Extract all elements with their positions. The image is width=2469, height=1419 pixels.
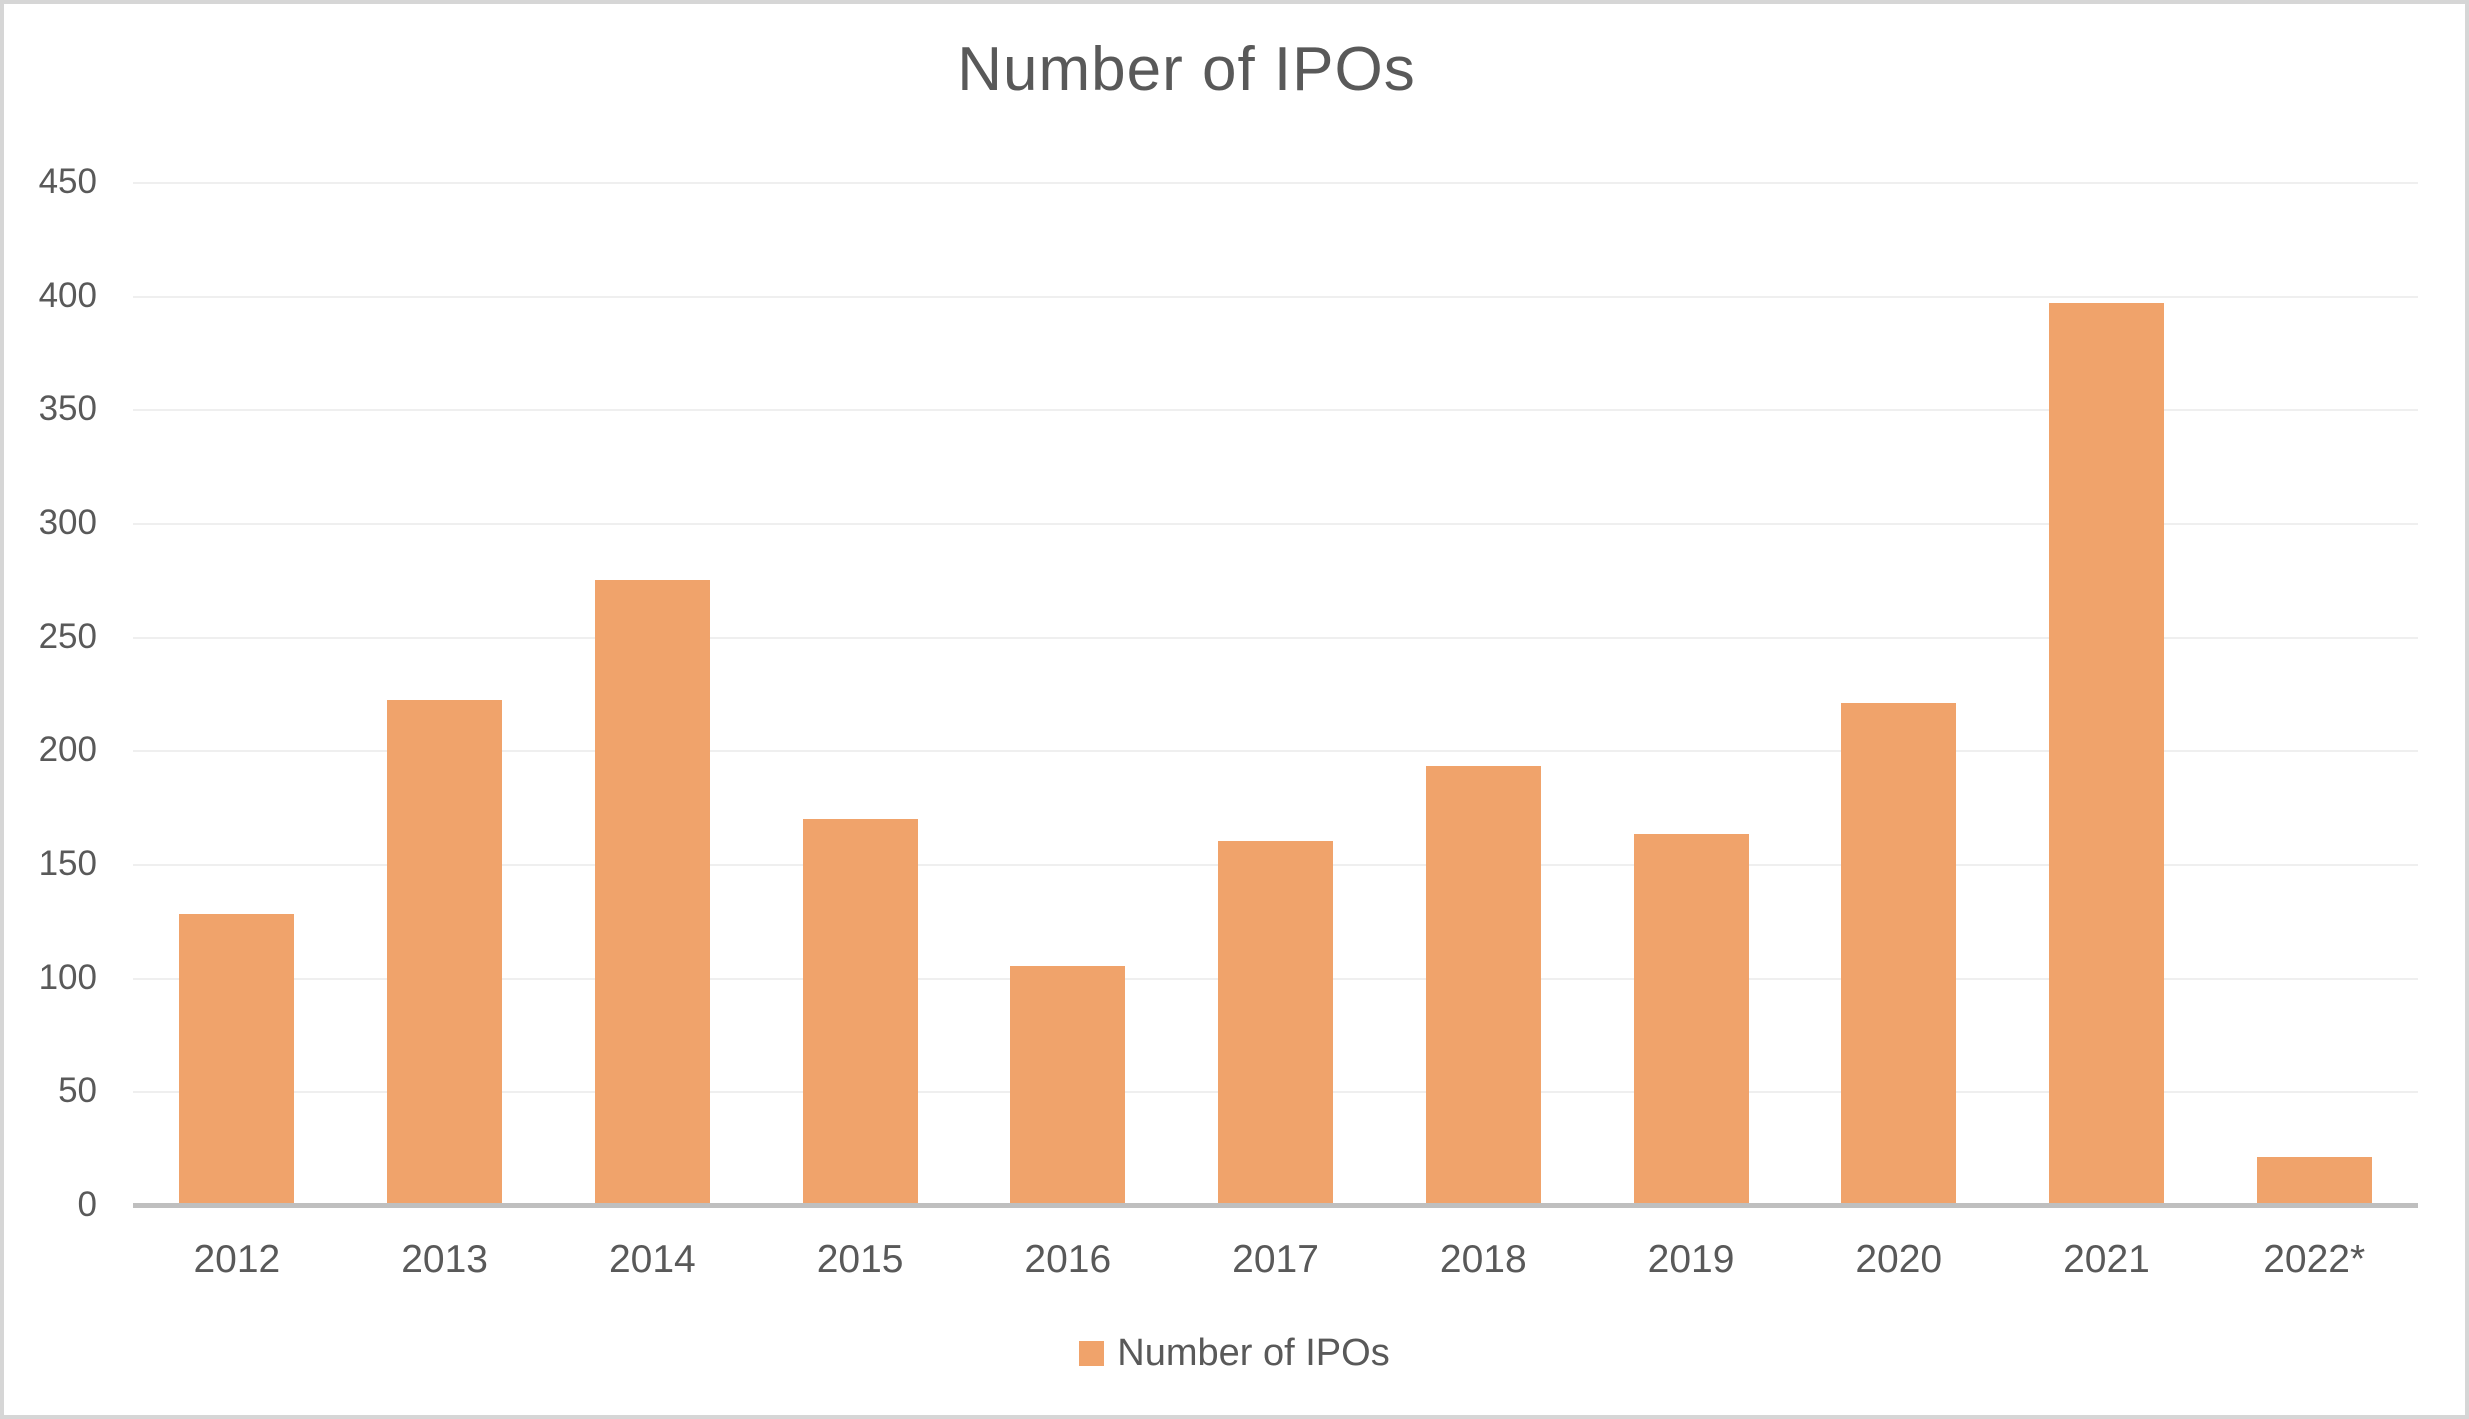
x-axis-tick-label: 2014 [608,1238,696,1281]
y-axis-tick-label: 300 [38,503,97,542]
gridline-250 [133,636,2418,639]
bar-slot-2020 [1795,182,2003,1205]
y-axis-tick-label: 350 [38,389,97,429]
x-axis: 2012 2013 2014 2015 2016 2017 2018 2019 2020 2021… [133,1232,2418,1288]
bar-slot-2017 [1172,182,1380,1205]
y-axis-tick-label: 50 [58,1071,97,1111]
bar-2015 [802,818,918,1205]
gridline-300 [133,523,2418,525]
y-axis-tick-label: 400 [38,275,97,315]
gridline-200 [133,750,2418,753]
bar-2016 [1010,966,1126,1205]
bar-2018 [1425,766,1541,1205]
bar-slot-2014 [548,182,756,1205]
x-axis-tick-label: 2019 [1647,1238,1735,1281]
x-axis-line [133,1203,2418,1208]
x-axis-tick-label: 2018 [1439,1238,1527,1281]
bar-2012 [179,914,295,1205]
bar-slot-2018 [1379,182,1587,1205]
bar-2021 [2048,302,2164,1205]
y-axis-tick-label: 0 [77,1185,97,1224]
y-axis: 0 50 100 150 200 250 300 350 400 450 [4,162,97,1224]
bar-2019 [1633,834,1749,1205]
bar-slot-2013 [341,182,549,1205]
y-axis-tick-label: 150 [38,844,97,883]
x-axis-tick-label: 2017 [1232,1238,1319,1281]
gridline-350 [133,409,2418,412]
bar-slot-2019 [1587,182,1795,1205]
y-axis-tick-label: 250 [38,616,97,656]
x-axis-tick-label: 2021 [2063,1238,2150,1281]
bar-slot-2015 [756,182,964,1205]
bar-slot-2012 [133,182,341,1205]
bar-2022* [2256,1157,2372,1205]
bar-2013 [387,700,503,1205]
bar-slot-2021 [2003,182,2211,1205]
bar-series [133,182,2418,1205]
y-axis-tick-label: 100 [38,957,97,997]
x-axis-tick-label: 2016 [1024,1238,1112,1281]
legend-label: Number of IPOs [1117,1332,1390,1374]
legend-swatch-icon [1079,1341,1105,1366]
bar-2014 [594,579,710,1205]
bar-2017 [1218,841,1334,1205]
y-axis-tick-label: 200 [38,730,97,770]
x-axis-tick-label: 2015 [816,1238,904,1281]
x-axis-tick-label: 2022* [2263,1238,2366,1281]
gridline-450 [133,182,2418,184]
bar-slot-2022* [2210,182,2418,1205]
chart-title: Number of IPOs [957,35,1416,104]
plot-area [133,182,2418,1205]
y-axis-tick-label: 450 [38,162,97,201]
legend: Number of IPOs [4,1332,2465,1375]
x-axis-tick-label: 2020 [1855,1238,1943,1281]
gridline-400 [133,295,2418,298]
x-axis-tick-label: 2012 [193,1238,281,1281]
bar-2020 [1841,702,1957,1205]
x-axis-tick-label: 2013 [401,1238,488,1281]
bar-slot-2016 [964,182,1172,1205]
